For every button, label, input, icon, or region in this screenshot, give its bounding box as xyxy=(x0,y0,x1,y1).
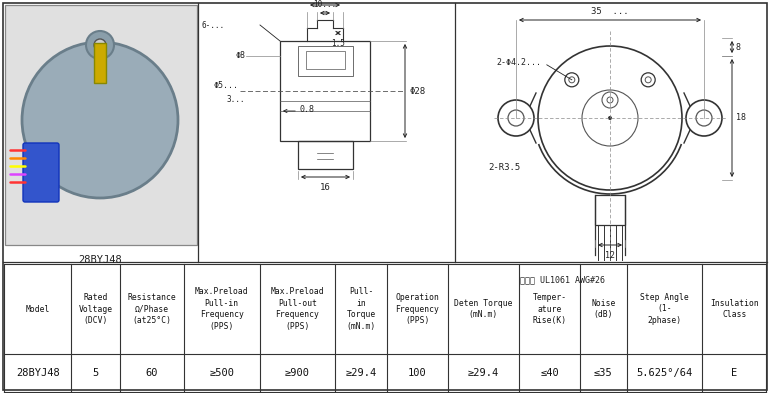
Text: 28BYJ48: 28BYJ48 xyxy=(15,368,59,378)
Text: Max.Preload
Pull-in
Frequency
(PPS): Max.Preload Pull-in Frequency (PPS) xyxy=(195,287,249,331)
Text: 0.8: 0.8 xyxy=(300,105,315,114)
Text: Pull-
in
Torque
(mN.m): Pull- in Torque (mN.m) xyxy=(346,287,376,331)
Bar xyxy=(280,41,370,141)
Text: 10...: 10... xyxy=(313,0,336,9)
Bar xyxy=(5,5,197,245)
Text: 100: 100 xyxy=(408,368,427,378)
Text: ≥500: ≥500 xyxy=(209,368,234,378)
Text: 2-Φ4.2...: 2-Φ4.2... xyxy=(497,58,542,67)
Text: 28BYJ48: 28BYJ48 xyxy=(78,255,122,265)
Text: 35  ...: 35 ... xyxy=(591,7,629,16)
Text: 3...: 3... xyxy=(226,94,245,103)
Circle shape xyxy=(22,42,178,198)
Bar xyxy=(595,195,625,225)
Text: ≥29.4: ≥29.4 xyxy=(468,368,499,378)
Text: ≥29.4: ≥29.4 xyxy=(346,368,377,378)
Bar xyxy=(94,43,106,83)
Text: Operation
Frequency
(PPS): Operation Frequency (PPS) xyxy=(396,293,440,325)
Text: E: E xyxy=(731,368,738,378)
Text: 5.625°/64: 5.625°/64 xyxy=(636,368,692,378)
Text: Rated
Voltage
(DCV): Rated Voltage (DCV) xyxy=(79,293,112,325)
Bar xyxy=(298,46,353,76)
Text: Temper-
ature
Rise(K): Temper- ature Rise(K) xyxy=(532,293,567,325)
Text: Deten Torque
(mN.m): Deten Torque (mN.m) xyxy=(454,299,513,320)
Text: 60: 60 xyxy=(146,368,159,378)
Text: 12: 12 xyxy=(605,251,615,260)
Text: Max.Preload
Pull-out
Frequency
(PPS): Max.Preload Pull-out Frequency (PPS) xyxy=(271,287,324,331)
Text: Model: Model xyxy=(25,305,50,314)
Text: 16: 16 xyxy=(320,183,331,192)
Bar xyxy=(306,51,345,69)
Text: 5: 5 xyxy=(92,368,99,378)
Text: Step Angle
(1-
2phase): Step Angle (1- 2phase) xyxy=(640,293,689,325)
Text: Φ28: Φ28 xyxy=(409,86,425,95)
Text: ≤35: ≤35 xyxy=(594,368,613,378)
Text: 6-...: 6-... xyxy=(202,20,225,29)
Text: 1.5: 1.5 xyxy=(331,39,345,48)
Circle shape xyxy=(94,39,106,51)
FancyBboxPatch shape xyxy=(23,143,59,202)
Text: Resistance
Ω/Phase
(at25°C): Resistance Ω/Phase (at25°C) xyxy=(128,293,176,325)
Text: 2-R3.5: 2-R3.5 xyxy=(488,163,521,173)
Text: 18: 18 xyxy=(736,114,746,123)
Text: 引出线 UL1061 AWG#26: 引出线 UL1061 AWG#26 xyxy=(520,275,605,285)
Text: Φ5...: Φ5... xyxy=(213,81,238,90)
Text: ≤40: ≤40 xyxy=(540,368,559,378)
Circle shape xyxy=(86,31,114,59)
Text: 19: 19 xyxy=(320,0,330,1)
Circle shape xyxy=(608,116,612,120)
Text: ≥900: ≥900 xyxy=(285,368,310,378)
Text: Φ8: Φ8 xyxy=(235,51,245,61)
Bar xyxy=(298,141,353,169)
Text: Insulation
Class: Insulation Class xyxy=(710,299,758,320)
Text: 8: 8 xyxy=(736,42,741,51)
Text: Noise
(dB): Noise (dB) xyxy=(591,299,615,320)
